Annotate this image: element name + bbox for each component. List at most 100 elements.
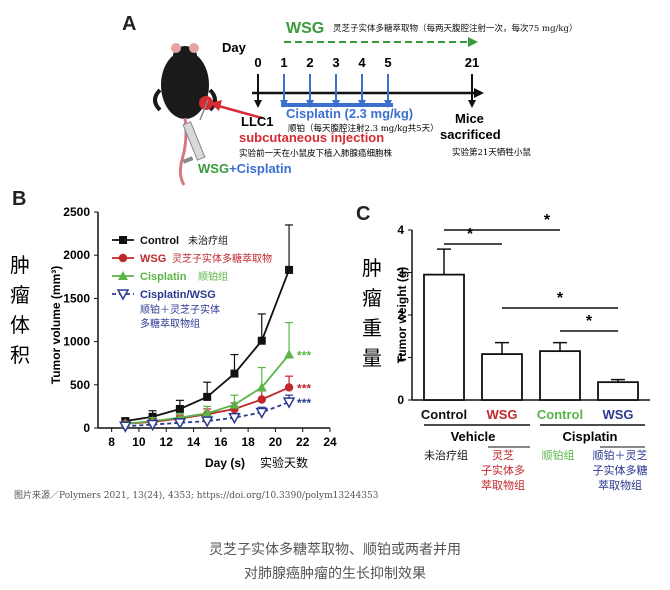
- c-y-tick-label: 3: [397, 266, 404, 280]
- b-axes: 8 10 12 14 16 18 20 22 24 0 500 1000 1500 2000 2500: [63, 205, 337, 449]
- day-tick-label: 4: [358, 55, 366, 70]
- treatment-label: WSG+Cisplatin: [198, 161, 292, 176]
- b-series: *********: [119, 224, 311, 433]
- wsg-timeline-label: WSG: [286, 20, 324, 37]
- day-tick-label: 5: [384, 55, 391, 70]
- c-category-label: WSG: [602, 407, 633, 422]
- b-data-point: [175, 404, 184, 413]
- b-legend-label-cn: 顺铂组: [198, 270, 228, 283]
- figure-panel: A WSG+Cisplatin: [10, 13, 650, 501]
- b-legend-marker: [116, 289, 130, 301]
- figure-svg: A WSG+Cisplatin: [10, 13, 650, 492]
- b-data-point: [285, 265, 294, 274]
- b-y-tick-label: 1500: [63, 291, 90, 305]
- b-legend-label: WSG: [140, 253, 166, 265]
- b-data-point: [146, 419, 159, 432]
- b-y-tick-label: 2500: [63, 205, 90, 219]
- b-x-tick-label: 10: [132, 435, 146, 449]
- c-bars: * * * *: [423, 212, 639, 401]
- b-data-point: [257, 395, 266, 404]
- cisplatin-note: 顺铂（每天腹腔注射2.3 mg/kg共5天）: [288, 123, 439, 134]
- c-bar: [423, 273, 465, 401]
- sacrificed-note: 实验第21天牺牲小鼠: [452, 147, 531, 158]
- c-category-label-cn: 灵芝: [492, 449, 514, 462]
- day-arrowhead: [468, 100, 476, 108]
- mouse-illustration: [153, 43, 217, 186]
- day-tick-label: 3: [332, 55, 339, 70]
- caption-line-1: 灵芝子实体多糖萃取物、顺铂或两者并用: [209, 542, 461, 558]
- day-label: Day: [222, 40, 247, 55]
- panel-c-letter: C: [356, 203, 370, 225]
- day-tick-label: 1: [280, 55, 287, 70]
- c-category-label-cn: 子实体多: [481, 463, 525, 477]
- b-x-axis-title-cn: 实验天数: [260, 455, 308, 470]
- day-tick-label: 21: [465, 55, 479, 70]
- c-y-tick-label: 1: [397, 351, 404, 365]
- c-group-label: Cisplatin: [563, 429, 618, 444]
- b-data-point: [284, 349, 295, 359]
- c-category-label-cn: 顺铂＋灵芝: [593, 448, 648, 462]
- b-data-point: [284, 383, 294, 392]
- b-data-point: [228, 412, 241, 425]
- b-significance-stars: ***: [297, 396, 311, 410]
- panel-b-letter: B: [12, 188, 26, 210]
- c-y-tick-label: 4: [397, 223, 404, 237]
- c-category-label-cn: 萃取物组: [598, 478, 642, 492]
- c-group-label: Vehicle: [451, 429, 496, 444]
- cisplatin-bracket: [281, 103, 393, 107]
- c-category-label: Control: [537, 407, 583, 422]
- side-char: 瘤: [362, 286, 382, 310]
- b-x-tick-label: 22: [296, 435, 310, 449]
- day-tick-label: 2: [306, 55, 313, 70]
- side-char: 重: [362, 316, 382, 340]
- b-legend-marker: [118, 271, 128, 280]
- figure-caption: 灵芝子实体多糖萃取物、顺铂或两者并用 对肺腺癌肿瘤的生长抑制效果: [0, 538, 670, 586]
- c-category-label-cn: 子实体多糖: [593, 463, 648, 477]
- b-data-point: [173, 418, 187, 430]
- b-legend: Control 未治疗组 WSG 灵芝子实体多糖萃取物 Cisplatin 顺铂组 Cisp…: [112, 234, 272, 330]
- mice-label: Mice: [455, 111, 484, 126]
- b-data-point: [256, 382, 267, 392]
- c-bar: [597, 381, 639, 401]
- c-bar: [481, 353, 523, 401]
- b-data-point: [203, 392, 212, 401]
- b-y-tick-label: 500: [70, 378, 90, 392]
- c-significance-star: *: [467, 226, 474, 243]
- c-category-label-cn: 顺铂组: [542, 448, 575, 462]
- b-legend-label: Control: [140, 235, 179, 247]
- b-data-point: [255, 407, 269, 419]
- b-significance-stars: ***: [297, 381, 311, 395]
- b-y-tick-label: 2000: [63, 248, 90, 262]
- c-significance-star: *: [544, 212, 551, 229]
- c-category-label: Control: [421, 407, 467, 422]
- b-x-tick-label: 18: [241, 435, 255, 449]
- c-y-tick-label: 0: [397, 393, 404, 407]
- b-legend-marker: [119, 236, 127, 244]
- side-char: 肿: [10, 253, 30, 277]
- c-y-axis-title: Tumor weight (g): [395, 267, 409, 363]
- side-char: 瘤: [10, 283, 30, 307]
- b-x-tick-label: 14: [187, 435, 201, 449]
- b-legend-label: Cisplatin/WSG: [140, 289, 216, 301]
- day-arrowhead: [254, 100, 262, 108]
- c-category-label-cn: 未治疗组: [424, 448, 468, 462]
- b-x-tick-label: 8: [108, 435, 115, 449]
- b-y-tick-label: 1000: [63, 335, 90, 349]
- wsg-note: 灵芝子实体多糖萃取物（每两天腹腔注射一次，每次75 mg/kg）: [333, 23, 577, 34]
- b-legend-label-cn: 未治疗组: [188, 234, 228, 247]
- b-legend-label-cn: 灵芝子实体多糖萃取物: [172, 252, 272, 265]
- b-data-point: [119, 421, 132, 433]
- panel-a-letter: A: [122, 13, 136, 35]
- injection-arrow: [214, 103, 263, 120]
- b-legend-label-cn: 顺铂＋灵芝子实体: [140, 303, 220, 316]
- b-legend-label: Cisplatin: [140, 271, 187, 283]
- b-data-point: [282, 397, 296, 409]
- b-x-axis-title: Day (s): [205, 456, 245, 470]
- day-tick-label: 0: [254, 55, 261, 70]
- b-data-point: [229, 399, 240, 409]
- b-data-point: [257, 336, 266, 345]
- cisplatin-label: Cisplatin (2.3 mg/kg): [286, 106, 413, 121]
